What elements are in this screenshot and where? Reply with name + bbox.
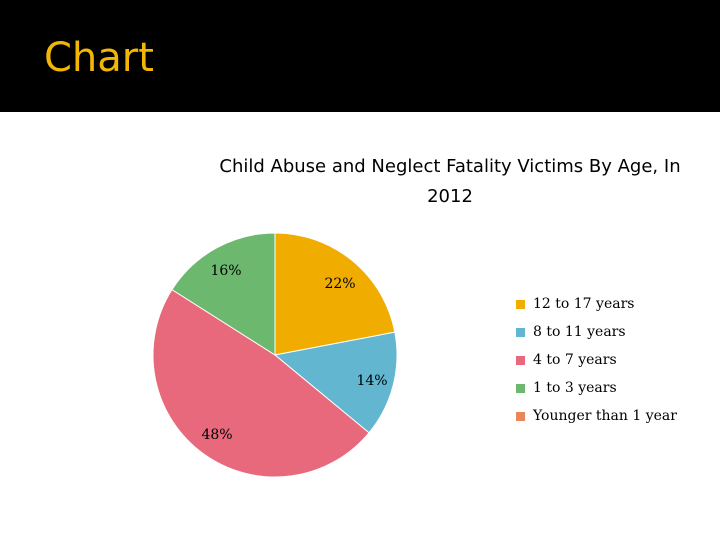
legend-item-3: 1 to 3 years — [516, 374, 677, 402]
data-label-1: 14% — [356, 373, 387, 389]
chart-title-line-2: 2012 — [427, 186, 473, 207]
legend-item-1: 8 to 11 years — [516, 318, 677, 346]
legend-swatch-1 — [516, 327, 525, 337]
pie-data-labels: 22% 14% 48% 16% — [201, 263, 387, 443]
slide-title: Chart — [44, 35, 154, 81]
legend-label-1: 8 to 11 years — [533, 324, 626, 340]
legend-swatch-3 — [516, 383, 525, 393]
legend-item-2: 4 to 7 years — [516, 346, 677, 374]
chart-legend: 12 to 17 years 8 to 11 years 4 to 7 years 1… — [516, 290, 677, 430]
pie-slice-3 — [171, 232, 276, 356]
pie-slice-1 — [273, 331, 398, 434]
legend-label-3: 1 to 3 years — [533, 380, 617, 396]
pie-slice-0 — [274, 232, 396, 356]
chart-title-line-1: Child Abuse and Neglect Fatality Victims… — [219, 156, 681, 177]
chart-title: Child Abuse and Neglect Fatality Victims… — [180, 152, 720, 212]
pie-slices — [152, 232, 398, 478]
legend-label-4: Younger than 1 year — [533, 408, 677, 424]
legend-swatch-2 — [516, 355, 525, 365]
legend-item-4: Younger than 1 year — [516, 402, 677, 430]
legend-label-2: 4 to 7 years — [533, 352, 617, 368]
legend-swatch-4 — [516, 411, 525, 421]
legend-swatch-0 — [516, 299, 525, 309]
legend-label-0: 12 to 17 years — [533, 296, 635, 312]
data-label-3: 16% — [210, 263, 241, 279]
legend-item-0: 12 to 17 years — [516, 290, 677, 318]
data-label-0: 22% — [324, 276, 355, 292]
pie-slice-2 — [152, 288, 370, 478]
header-band — [0, 0, 720, 112]
data-label-2: 48% — [201, 427, 232, 443]
